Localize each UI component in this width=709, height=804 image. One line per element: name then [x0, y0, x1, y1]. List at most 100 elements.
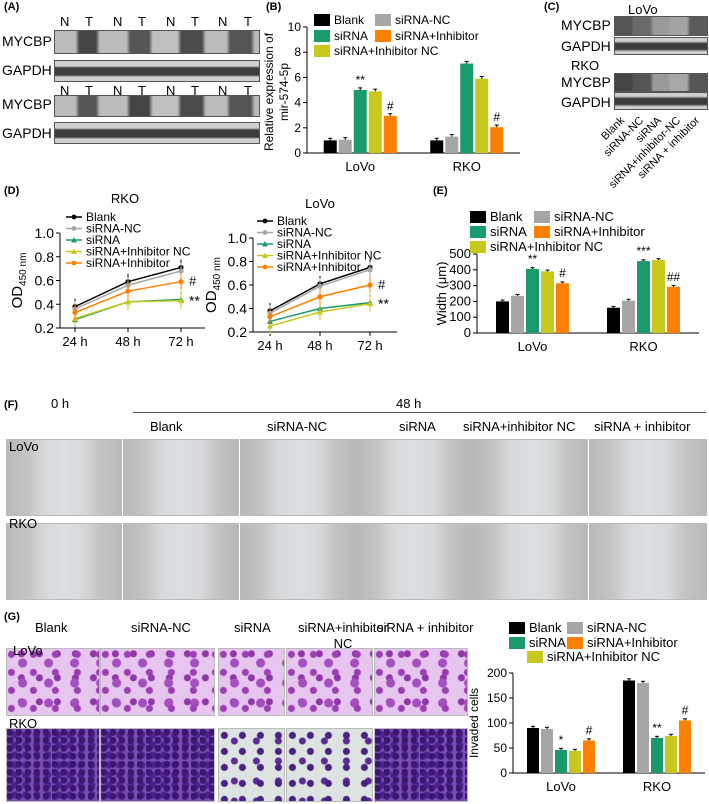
legend-blank-swatch: [314, 14, 330, 26]
legend-sirna-nc-swatch: [567, 622, 583, 634]
legend-sirna-nc-label: siRNA-NC: [554, 209, 614, 224]
transwell-photo-rko-blank: [6, 728, 100, 802]
blot-band-c-lovo-gapdh: [614, 37, 708, 55]
mycbp-label: MYCBP: [561, 17, 611, 33]
wound-photo-lovo-inhibitor: [589, 439, 707, 516]
chart-title: LoVo: [305, 196, 335, 211]
bar-LoVo-siRNA-NC: [338, 139, 352, 153]
panel-label-d: (D): [4, 185, 20, 197]
data-point: [367, 300, 373, 307]
bar-LoVo-Blank: [323, 140, 337, 153]
significance-mark: **: [356, 73, 366, 87]
legend-sirna-label: siRNA: [334, 29, 368, 43]
legend-marker: [71, 260, 77, 266]
bar-LoVo-siRNA+Inhibitor: [583, 740, 595, 773]
data-point: [178, 268, 184, 274]
data-point: [317, 283, 323, 289]
lane-label: T: [85, 83, 93, 98]
bar-RKO-siRNA+Inhibitor NC: [665, 736, 677, 773]
legend-label-siRNA+Inhibitor NC: siRNA+Inhibitor NC: [86, 245, 191, 259]
y-tick-label: 100: [449, 309, 471, 324]
y-tick-label: 1.0: [228, 230, 248, 246]
col-label-inhibitor: siRNA + inhibitor: [377, 620, 474, 635]
bar-LoVo-Blank: [527, 728, 539, 773]
col-label-blank: Blank: [150, 419, 183, 434]
bar-RKO-siRNA: [637, 261, 650, 333]
gapdh-label: GAPDH: [561, 94, 611, 110]
y-tick-label: 0: [294, 146, 301, 160]
col-label-blank: Blank: [35, 620, 68, 635]
time-48h-label: 48 h: [396, 396, 422, 411]
wound-photo-lovo-blank: [123, 439, 239, 516]
data-point: [317, 294, 323, 300]
data-point: [267, 322, 273, 329]
y-tick-label: 0: [464, 325, 471, 340]
legend-marker: [262, 230, 268, 235]
panel-label-e: (E): [433, 185, 448, 197]
legend-blank-label: Blank: [529, 620, 562, 635]
lane-label: T: [244, 83, 252, 98]
y-tick-label: 0.2: [35, 320, 55, 336]
lovo-label: LoVo: [628, 2, 658, 17]
transwell-photo-rko-sirna: [218, 728, 285, 802]
significance-mark: **: [652, 721, 662, 735]
bar-LoVo-siRNA+Inhibitor NC: [541, 271, 554, 333]
bar-RKO-Blank: [607, 307, 620, 333]
lane-label: T: [138, 83, 146, 98]
legend-marker: [71, 237, 77, 243]
legend-blank-label: Blank: [490, 209, 523, 224]
wound-photo-rko-sirna-nc: [240, 523, 356, 600]
bar-RKO-Blank: [430, 140, 444, 153]
x-tick-label: 48 h: [307, 338, 332, 353]
data-point: [125, 288, 131, 294]
lane-label: N: [166, 83, 176, 98]
significance-mark: ***: [636, 244, 650, 258]
bar-LoVo-Blank: [496, 301, 509, 333]
significance-mark: **: [189, 293, 200, 309]
bar-RKO-siRNA+Inhibitor: [667, 286, 680, 333]
lovo-label: LoVo: [9, 439, 39, 454]
bar-RKO-siRNA+Inhibitor NC: [652, 260, 665, 333]
y-axis-label-line2: mir-574-5p: [277, 63, 291, 121]
legend-sirna-nc-label: siRNA-NC: [395, 13, 451, 27]
y-axis-label: Invaded cells: [467, 688, 481, 758]
bar-RKO-siRNA-NC: [637, 683, 649, 773]
data-point: [178, 297, 184, 304]
y-tick-label: 200: [449, 293, 471, 308]
panel-label-b: (B): [266, 1, 282, 13]
lane-label: N: [218, 14, 228, 29]
y-tick-label: 400: [449, 262, 471, 277]
legend-marker: [262, 218, 268, 224]
significance-mark: #: [682, 704, 689, 718]
legend-inhibitor-label: siRNA+Inhibitor: [587, 635, 678, 650]
y-tick-label: 0.2: [228, 324, 248, 340]
bar-RKO-siRNA-NC: [622, 300, 635, 333]
legend-inhibitor-nc-label: siRNA+Inhibitor NC: [334, 44, 439, 58]
gapdh-label: GAPDH: [2, 125, 52, 141]
time-0h-label: 0 h: [51, 396, 70, 411]
y-tick-label: 0.4: [35, 296, 55, 312]
col-label-inhibitor: siRNA + inhibitor: [594, 419, 691, 434]
col-label-inhibitor-nc: siRNA+inhibitor NC: [463, 419, 576, 434]
legend-blank-swatch: [470, 211, 486, 223]
y-tick-label: 300: [449, 278, 471, 293]
lane-label: T: [191, 14, 199, 29]
legend-inhibitor-nc-label: siRNA+Inhibitor NC: [490, 239, 603, 254]
y-tick-label: 10: [288, 20, 302, 34]
y-tick-label: 0: [500, 766, 507, 780]
legend-label-siRNA: siRNA: [86, 233, 120, 247]
lane-label: N: [113, 14, 123, 29]
lane-label: T: [85, 14, 93, 29]
col-label-inhibitor-nc: siRNA+inhibitor NC: [298, 620, 388, 651]
legend-label-siRNA+Inhibitor NC: siRNA+Inhibitor NC: [277, 249, 382, 263]
bar-RKO-siRNA+Inhibitor: [679, 720, 691, 773]
legend-label-Blank: Blank: [277, 214, 308, 228]
blot-band-gapdh-1: [54, 60, 260, 82]
bar-RKO-siRNA: [651, 738, 663, 773]
transwell-photo-lovo-inhibitor-nc: [286, 648, 373, 716]
col-label-sirna: siRNA: [399, 419, 436, 434]
legend-inhibitor-swatch: [375, 30, 391, 42]
y-tick-label: 0.8: [35, 249, 55, 265]
